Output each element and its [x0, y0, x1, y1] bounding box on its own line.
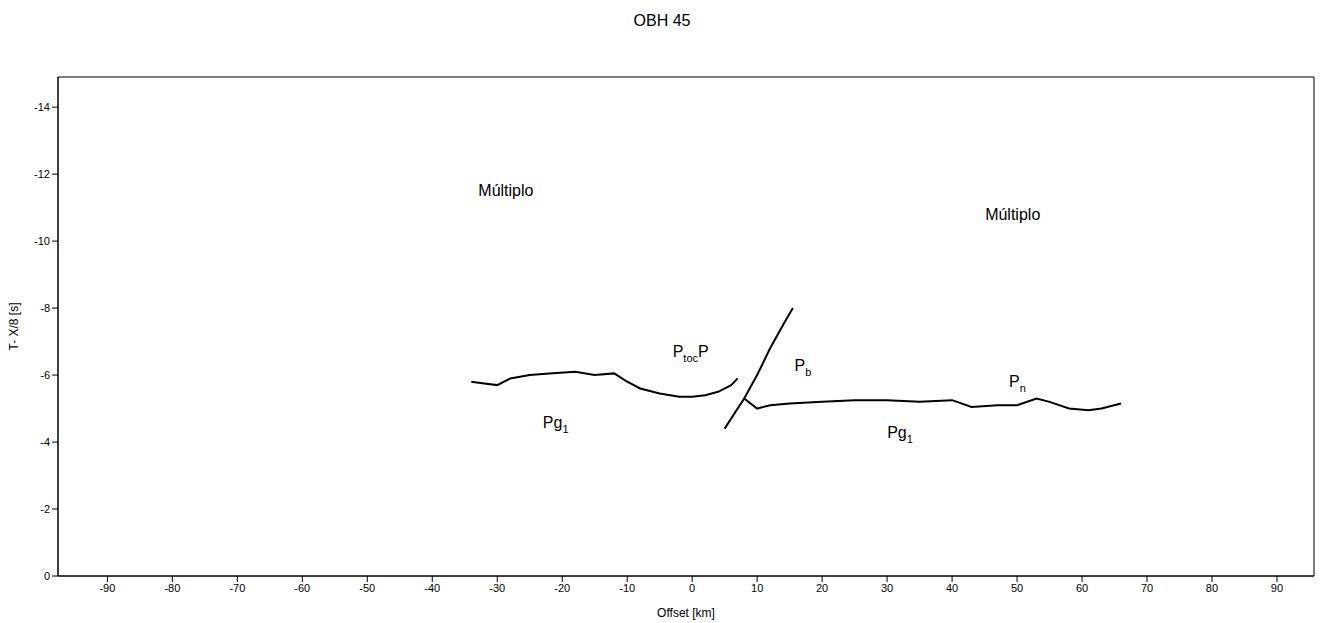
- svg-text:Múltiplo: Múltiplo: [985, 206, 1040, 223]
- svg-text:Pn: Pn: [1009, 373, 1026, 394]
- svg-text:Pg1: Pg1: [887, 424, 913, 445]
- svg-text:-20: -20: [554, 582, 570, 594]
- svg-text:60: 60: [1076, 582, 1088, 594]
- svg-text:-90: -90: [99, 582, 115, 594]
- svg-text:-50: -50: [359, 582, 375, 594]
- svg-text:-40: -40: [424, 582, 440, 594]
- svg-text:-60: -60: [294, 582, 310, 594]
- svg-text:-70: -70: [229, 582, 245, 594]
- svg-text:-2: -2: [40, 503, 50, 515]
- svg-text:-10: -10: [34, 235, 50, 247]
- svg-text:80: 80: [1206, 582, 1218, 594]
- html-text:OBH 45: OBH 45: [633, 12, 691, 29]
- svg-text:Pg1: Pg1: [543, 414, 569, 435]
- svg-text:PtocP: PtocP: [673, 343, 709, 364]
- svg-text:-10: -10: [619, 582, 635, 594]
- svg-text:-6: -6: [40, 369, 50, 381]
- svg-text:-4: -4: [40, 436, 50, 448]
- svg-text:Pb: Pb: [795, 357, 812, 378]
- svg-text:70: 70: [1141, 582, 1153, 594]
- svg-text:-12: -12: [34, 168, 50, 180]
- svg-text:-14: -14: [34, 101, 50, 113]
- svg-text:-80: -80: [164, 582, 180, 594]
- svg-text:-30: -30: [489, 582, 505, 594]
- svg-text:30: 30: [881, 582, 893, 594]
- svg-text:40: 40: [946, 582, 958, 594]
- svg-text:0: 0: [44, 570, 50, 582]
- svg-text:0: 0: [689, 582, 695, 594]
- svg-text:90: 90: [1271, 582, 1283, 594]
- svg-text:-8: -8: [40, 302, 50, 314]
- svg-text:Múltiplo: Múltiplo: [478, 182, 533, 199]
- svg-text:20: 20: [816, 582, 828, 594]
- svg-text:10: 10: [751, 582, 763, 594]
- svg-text:50: 50: [1011, 582, 1023, 594]
- svg-text:T- X/8 [s]: T- X/8 [s]: [7, 302, 21, 350]
- svg-text:Offset [km]: Offset [km]: [657, 606, 715, 620]
